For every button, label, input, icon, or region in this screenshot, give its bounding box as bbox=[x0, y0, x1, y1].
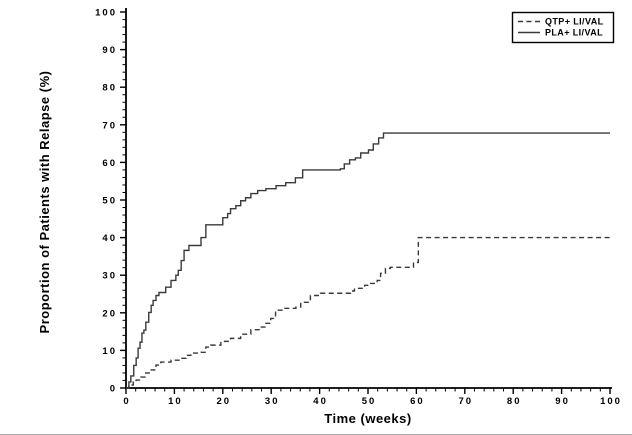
x-tick-label: 20 bbox=[217, 396, 232, 407]
x-tick-label: 10 bbox=[168, 396, 183, 407]
y-tick-label: 50 bbox=[102, 196, 117, 207]
x-tick-label: 50 bbox=[362, 396, 377, 407]
x-tick-label: 70 bbox=[459, 396, 474, 407]
x-tick-label: 90 bbox=[555, 396, 570, 407]
y-tick-label: 60 bbox=[102, 158, 117, 169]
curve-pla-lival bbox=[126, 132, 610, 389]
x-axis-title: Time (weeks) bbox=[324, 411, 411, 426]
y-tick-label: 80 bbox=[102, 83, 117, 94]
y-tick-label: 0 bbox=[110, 384, 117, 395]
legend: QTP+ LI/VAL PLA+ LI/VAL bbox=[511, 11, 615, 44]
y-tick-label: 40 bbox=[102, 233, 117, 244]
x-tick-label: 0 bbox=[123, 396, 130, 407]
y-tick-label: 90 bbox=[102, 45, 117, 56]
x-tick-label: 60 bbox=[410, 396, 425, 407]
x-tick-label: 30 bbox=[265, 396, 280, 407]
y-tick-label: 100 bbox=[95, 8, 117, 19]
y-tick-label: 20 bbox=[102, 308, 117, 319]
y-tick-label: 10 bbox=[102, 346, 117, 357]
plot-axes: 0 10 20 30 40 50 60 70 80 90 100 0 10 20 30 40 50 60 70 80 9… bbox=[95, 8, 622, 408]
x-tick-label: 80 bbox=[507, 396, 522, 407]
x-tick-label: 40 bbox=[313, 396, 328, 407]
y-axis-title: Proportion of Patients with Relapse (%) bbox=[37, 71, 52, 334]
legend-box bbox=[511, 11, 615, 44]
legend-label-qtp: QTP+ LI/VAL bbox=[545, 17, 604, 27]
x-tick-label: 100 bbox=[600, 396, 622, 407]
curves bbox=[126, 132, 610, 389]
curve-qtp-lival bbox=[126, 236, 610, 389]
y-tick-label: 30 bbox=[102, 271, 117, 282]
legend-label-pla: PLA+ LI/VAL bbox=[545, 28, 603, 38]
y-tick-label: 70 bbox=[102, 120, 117, 131]
